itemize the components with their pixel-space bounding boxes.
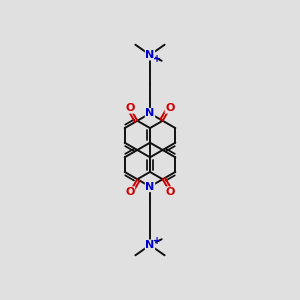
Text: N: N (146, 182, 154, 192)
Text: N: N (146, 240, 154, 250)
Text: O: O (165, 103, 175, 113)
Text: +: + (152, 54, 161, 64)
Text: +: + (152, 236, 161, 246)
Text: O: O (165, 187, 175, 197)
Text: O: O (125, 103, 135, 113)
Text: O: O (125, 187, 135, 197)
Text: N: N (146, 108, 154, 118)
Text: N: N (146, 50, 154, 60)
